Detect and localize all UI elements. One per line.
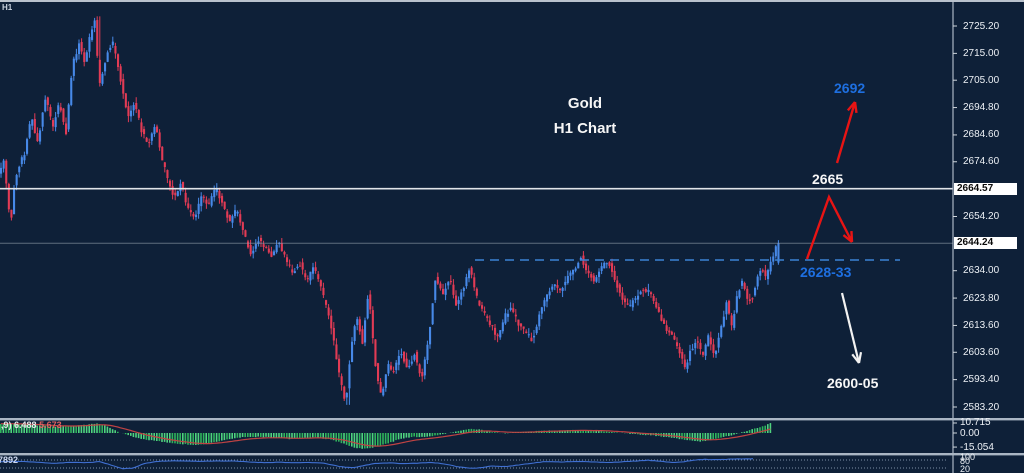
price-tick-label: 2705.00 [963,74,1000,86]
price-tick-label: 2583.20 [963,401,1000,413]
macd-label-prefix: ,9) [1,420,12,430]
macd-axis-label: -15.054 [960,441,994,453]
stoch-axis-label: 20 [960,464,971,473]
stoch-axis-label: 80 [960,456,971,466]
symbol-period-label: H1 [2,3,13,12]
price-tick-label: 2725.20 [963,20,1000,32]
price-tick-label: 2694.80 [963,102,1000,114]
annotation-title-line2: H1 Chart [553,120,617,137]
current-price-badge: 2664.57 [954,182,1017,195]
macd-axis-label: 0.00 [960,427,980,439]
annotation-upside-target: 2692 [834,80,866,96]
price-tick-label: 2654.20 [963,211,1000,222]
current-price-badge: 2644.24 [954,237,1017,250]
window-top-edge [0,0,1024,2]
annotation-title-line1: Gold [567,95,603,112]
macd-indicator-label: ,9) 6.488 5.673 [1,420,62,430]
price-tick-label: 2623.80 [963,292,1000,304]
price-tick-label: 2674.60 [963,156,1000,168]
macd-value-signal: 5.673 [39,420,62,430]
stoch-axis-label: 100 [960,452,976,462]
annotation-downside-target: 2600-05 [827,375,879,391]
price-tick-label: 2603.60 [963,346,1000,358]
price-tick-label: 2593.40 [963,374,1000,386]
stoch-indicator-label: 7892 [0,455,19,465]
price-tick-label: 2613.60 [963,319,1000,331]
macd-axis-label: 10.715 [960,417,991,429]
price-tick-label: 2634.00 [963,265,1000,277]
annotation-resistance-price: 2665 [812,171,844,187]
price-tick-label: 2684.60 [963,129,1000,141]
annotation-support-zone: 2628-33 [800,264,852,280]
macd-value-main: 6.488 [14,420,37,430]
price-tick-label: 2715.00 [963,47,1000,59]
